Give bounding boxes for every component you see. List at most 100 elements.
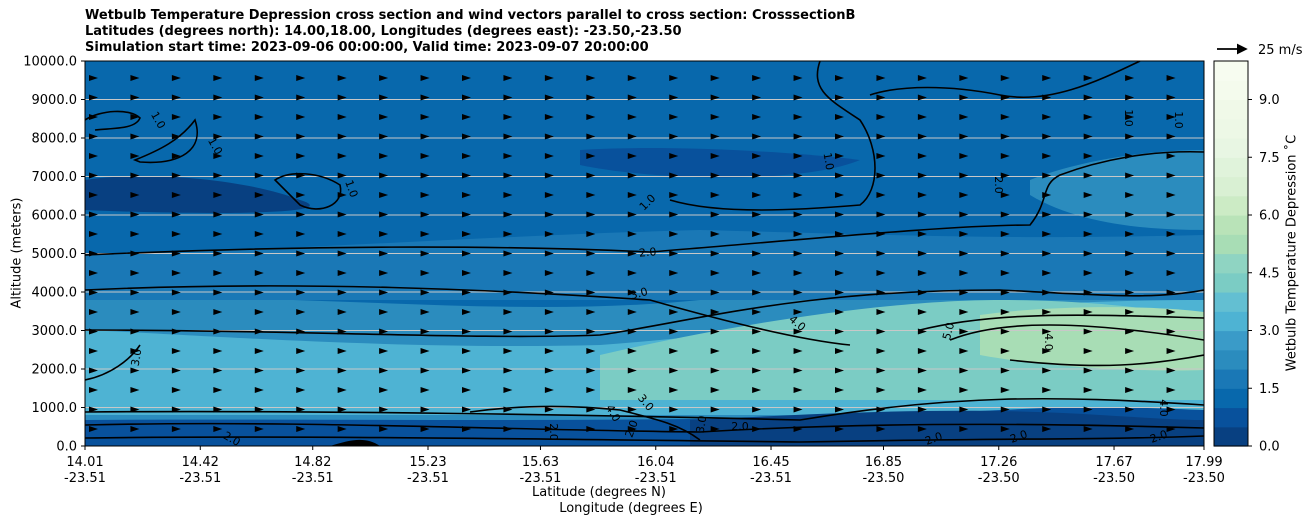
wind-vector [254,348,264,354]
wind-vector [462,192,471,198]
wind-vector [420,211,430,218]
wind-vector [296,289,306,296]
colorbar-level [1214,118,1248,139]
colorbar-level [1214,388,1248,409]
wind-vector [130,328,140,335]
wind-vector [1000,426,1010,432]
wind-vector [337,289,347,296]
wind-vector [544,348,554,354]
wind-vector [420,289,430,296]
wind-vector [1125,153,1135,159]
wind-vector [1000,153,1010,159]
wind-vector [503,153,513,159]
wind-vector [130,153,140,159]
wind-vector [130,309,140,315]
wind-vector [959,133,969,140]
colorbar-level [1214,138,1248,158]
wind-vector [1042,367,1052,374]
wind-vector [171,211,181,218]
wind-vector [710,192,720,198]
contour-line-1d [669,61,876,211]
wind-vector [1083,94,1093,101]
wind-vector [1000,172,1010,179]
wind-vector [627,426,637,432]
wind-vector [669,328,679,335]
wind-vector [752,250,762,257]
x-tick-label-lon: -23.51 [635,471,677,486]
colorbar-level [1214,99,1248,120]
wind-vector [669,192,679,198]
wind-vector [835,133,844,140]
wind-vector [544,270,554,276]
wind-vector [876,172,886,179]
wind-vector [627,367,637,374]
wind-vector [420,367,430,374]
x-tick-label-lon: -23.51 [520,471,562,486]
wind-vector [959,406,969,413]
wind-vector [213,153,223,159]
colorbar-level [1214,61,1248,81]
wind-vector [296,211,306,218]
wind-vector [917,309,927,315]
wind-vector [296,114,306,120]
wind-vector [89,348,98,354]
wind-vector [917,94,927,101]
wind-vector [462,367,471,374]
wind-vector [710,94,720,101]
wind-vector [503,367,513,374]
wind-vector [1125,309,1135,315]
wind-vector [337,250,347,257]
x-axis-label-latitude: Latitude (degrees N) [532,485,666,500]
wind-vector [1166,406,1176,413]
wind-vector [544,426,554,432]
wind-vector [1000,94,1010,101]
wind-vector [586,192,596,198]
wind-vector [627,192,637,198]
wind-vector [379,133,389,140]
wind-vector [1166,114,1176,120]
wind-vector [752,289,762,296]
wind-vector [379,406,389,413]
wind-vector [710,75,720,81]
wind-vector [213,387,223,393]
wind-vector [89,406,98,413]
wind-vector [627,289,637,296]
wind-vector [171,270,181,276]
wind-vector [544,289,554,296]
wind-vector [876,309,886,315]
colorbar-level [1214,195,1248,216]
wind-vector [1125,426,1135,432]
wind-vector [296,270,306,276]
wind-vector [1166,153,1176,159]
colorbar-tick-label: 6.0 [1259,209,1280,224]
wind-vector [586,211,596,218]
y-tick-label: 6000.0 [32,209,78,224]
wind-vector [89,75,98,81]
x-tick-label-lat: 16.45 [752,455,789,470]
wind-vector [1166,367,1176,374]
wind-vector [669,75,679,81]
wind-vector [835,406,844,413]
wind-vector [959,211,969,218]
wind-vector [544,172,554,179]
wind-vector [254,387,264,393]
wind-vector [503,231,513,237]
wind-vector [213,406,223,413]
colorbar-tick-label: 3.0 [1259,324,1280,339]
wind-vector [171,250,181,257]
wind-vector [213,367,223,374]
wind-vector [1083,289,1093,296]
wind-vector [503,75,513,81]
wind-vector [627,94,637,101]
wind-vector [710,153,720,159]
contour-label: 5.0 [940,321,957,341]
wind-vector [793,426,803,432]
wind-vector [669,153,679,159]
x-tick-label-lat: 17.67 [1095,455,1132,470]
chart-title-line-3: Simulation start time: 2023-09-06 00:00:… [85,40,649,55]
wind-vector [171,153,181,159]
wind-vector [793,328,803,335]
wind-vector [337,192,347,198]
wind-vector [917,133,927,140]
